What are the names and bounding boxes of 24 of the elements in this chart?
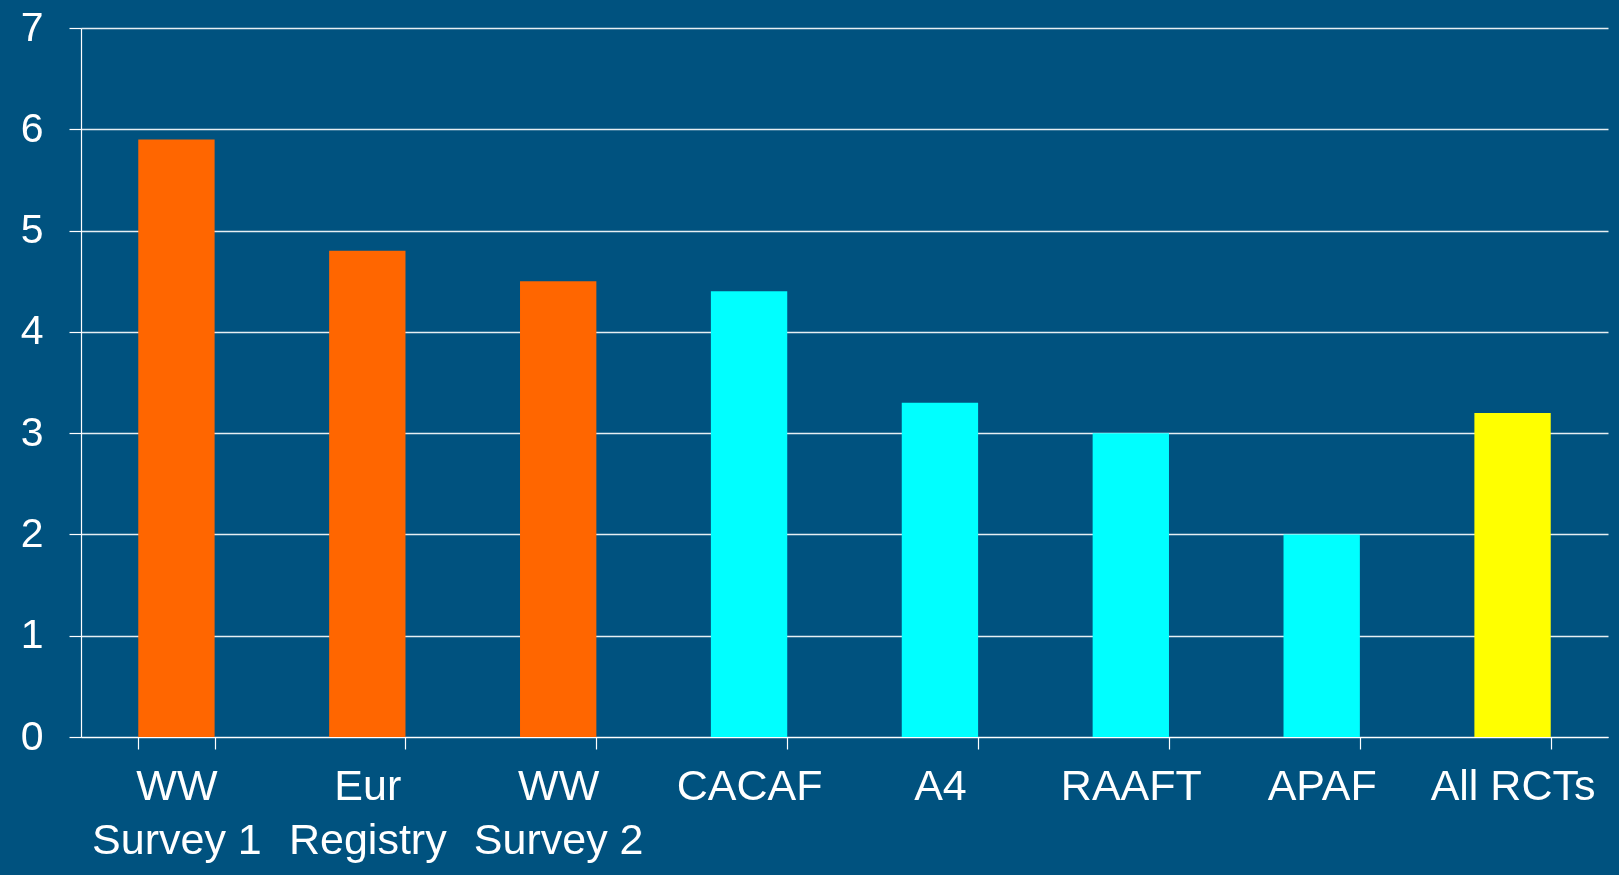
y-tick-label: 7 (20, 3, 44, 50)
x-tick-label: WW Survey 2 (473, 760, 644, 863)
x-tick-label: APAF (1267, 760, 1377, 809)
x-tick-label: A4 (914, 760, 967, 809)
y-tick-label: 6 (20, 104, 44, 151)
bar (710, 291, 788, 737)
x-tick-label: RAAFT (1060, 760, 1202, 809)
x-tick-label: Eur Registry (288, 760, 448, 863)
bar (901, 402, 979, 737)
bar (329, 250, 406, 737)
bar (1474, 412, 1551, 737)
y-tick-label: 1 (20, 611, 44, 658)
bar (520, 281, 597, 737)
bar (1283, 534, 1360, 737)
y-tick-label: 4 (20, 307, 44, 354)
x-tick-label: WW Survey 1 (92, 760, 262, 863)
bar (1092, 433, 1169, 737)
y-tick-label: 0 (20, 712, 44, 759)
bar (138, 139, 215, 737)
x-tick-label: All RCTs (1430, 760, 1596, 809)
y-tick-label: 5 (20, 206, 44, 253)
y-tick-label: 2 (20, 509, 44, 556)
x-tick-label: CACAF (676, 760, 823, 809)
y-tick-label: 3 (20, 408, 44, 455)
